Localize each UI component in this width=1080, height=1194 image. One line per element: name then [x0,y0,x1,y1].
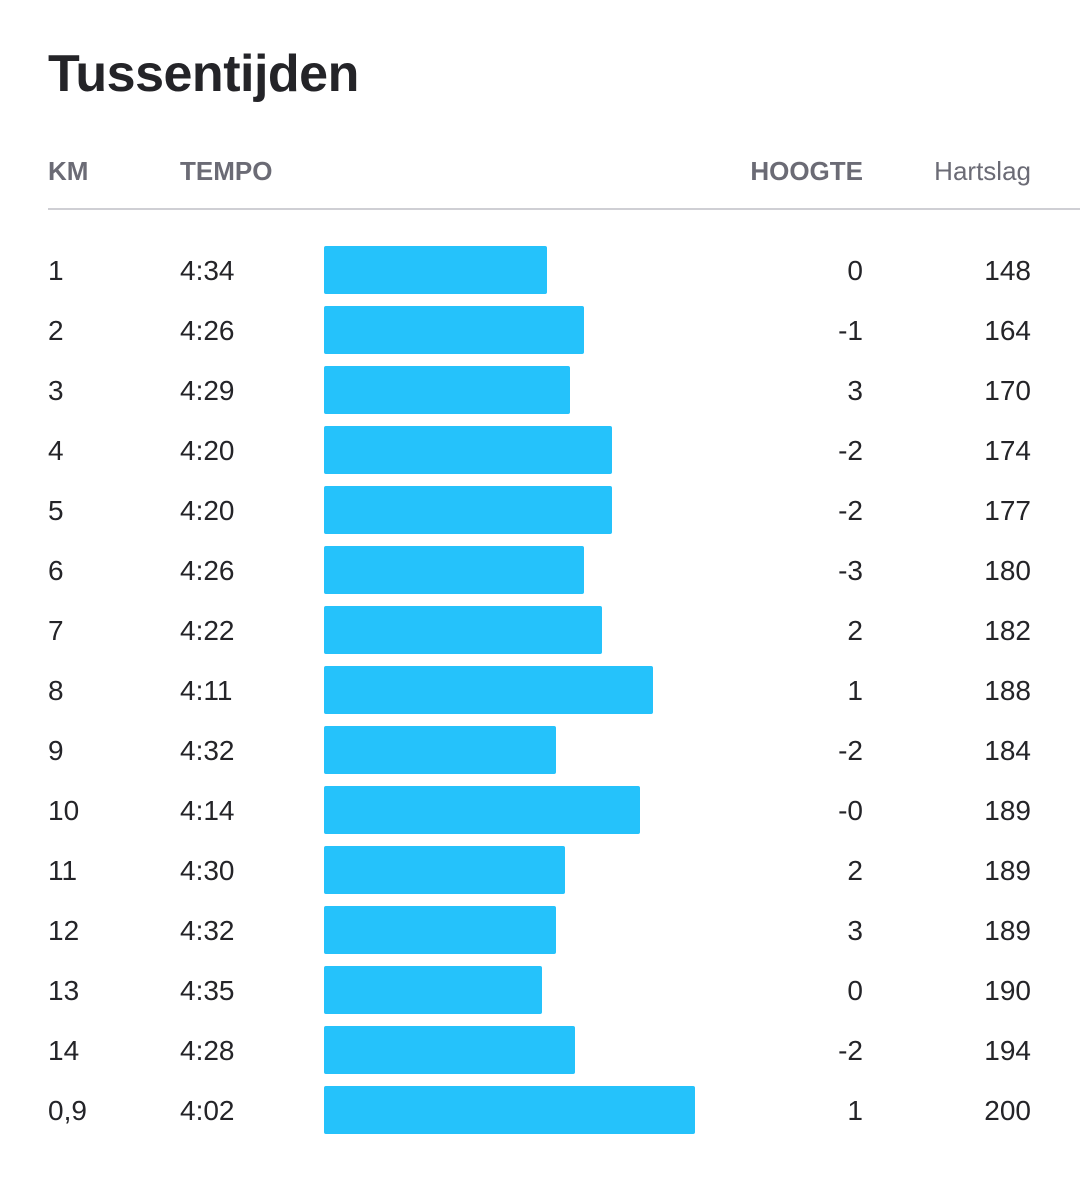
pace-bar [324,426,612,474]
km-cell: 5 [48,495,64,526]
km-cell: 14 [48,1035,80,1066]
km-cell: 0,9 [48,1095,87,1126]
heart-rate-cell: 170 [984,375,1031,406]
tempo-cell: 4:34 [180,255,235,286]
elevation-cell: -1 [838,315,863,346]
pace-bar [324,966,543,1014]
elevation-cell: -2 [838,495,863,526]
km-cell: 3 [48,375,64,406]
pace-bar [324,906,556,954]
tempo-cell: 4:20 [180,495,235,526]
elevation-cell: -2 [838,1035,863,1066]
divider [48,208,1080,210]
heart-rate-cell: 200 [984,1095,1031,1126]
km-cell: 9 [48,735,64,766]
elevation-cell: 3 [847,915,863,946]
tempo-cell: 4:32 [180,735,235,766]
heart-rate-cell: 188 [984,675,1031,706]
column-header: Hartslag [934,156,1031,186]
heart-rate-cell: 180 [984,555,1031,586]
elevation-cell: 2 [847,855,863,886]
tempo-cell: 4:02 [180,1095,235,1126]
heart-rate-cell: 189 [984,795,1031,826]
pace-bar [324,846,566,894]
heart-rate-cell: 182 [984,615,1031,646]
km-cell: 11 [48,855,78,886]
km-cell: 2 [48,315,64,346]
heart-rate-cell: 174 [984,435,1031,466]
tempo-cell: 4:14 [180,795,235,826]
pace-bar [324,786,640,834]
tempo-cell: 4:32 [180,915,235,946]
title: Tussentijden [48,45,359,103]
tempo-cell: 4:11 [180,675,233,706]
tempo-cell: 4:30 [180,855,235,886]
column-header: TEMPO [180,156,273,186]
pace-bar [324,606,603,654]
elevation-cell: -2 [838,735,863,766]
km-cell: 7 [48,615,64,646]
elevation-cell: 0 [847,975,863,1006]
tempo-cell: 4:20 [180,435,235,466]
heart-rate-cell: 148 [984,255,1031,286]
heart-rate-cell: 189 [984,855,1031,886]
heart-rate-cell: 190 [984,975,1031,1006]
elevation-cell: 2 [847,615,863,646]
heart-rate-cell: 189 [984,915,1031,946]
elevation-cell: -0 [838,795,863,826]
heart-rate-cell: 164 [984,315,1031,346]
elevation-cell: -3 [838,555,863,586]
pace-bar [324,306,584,354]
pace-bar [324,726,556,774]
km-cell: 8 [48,675,64,706]
pace-bar [324,246,547,294]
elevation-cell: 1 [847,675,863,706]
km-cell: 12 [48,915,80,946]
km-cell: 4 [48,435,64,466]
pace-bar [324,546,584,594]
heart-rate-cell: 194 [984,1035,1031,1066]
pace-bar [324,486,612,534]
km-cell: 1 [48,255,64,286]
km-cell: 13 [48,975,80,1006]
heart-rate-cell: 184 [984,735,1031,766]
pace-bar [324,1026,575,1074]
column-header: KM [48,156,89,186]
tempo-cell: 4:22 [180,615,235,646]
column-header: HOOGTE [750,156,863,186]
tempo-cell: 4:28 [180,1035,235,1066]
pace-bar [324,1086,696,1134]
elevation-cell: 0 [847,255,863,286]
tempo-cell: 4:26 [180,315,235,346]
pace-bar [324,666,654,714]
elevation-cell: -2 [838,435,863,466]
elevation-cell: 3 [847,375,863,406]
elevation-cell: 1 [847,1095,863,1126]
tempo-cell: 4:35 [180,975,235,1006]
tempo-cell: 4:26 [180,555,235,586]
heart-rate-cell: 177 [984,495,1031,526]
pace-bar [324,366,570,414]
km-cell: 10 [48,795,80,826]
km-cell: 6 [48,555,64,586]
tempo-cell: 4:29 [180,375,235,406]
